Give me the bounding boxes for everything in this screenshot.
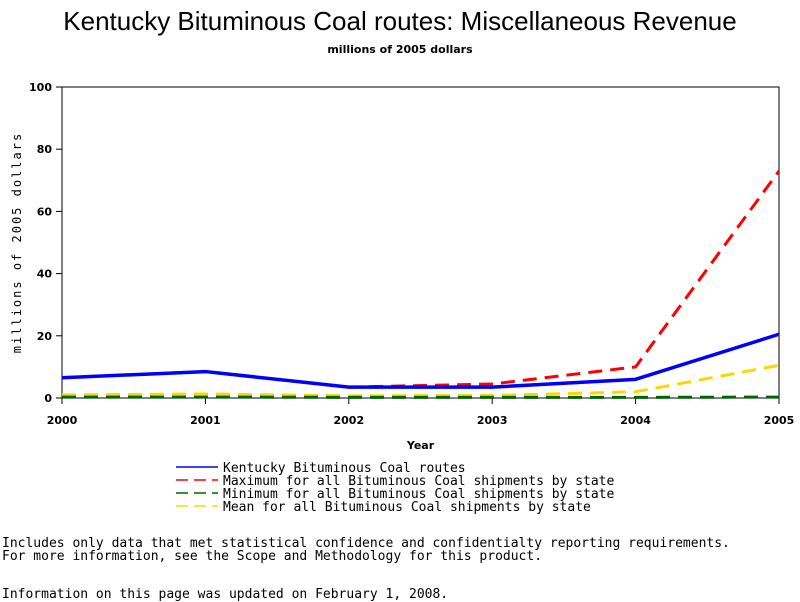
y-tick-label: 0 <box>44 392 52 405</box>
plot-area <box>62 87 779 398</box>
footnote-methodology: For more information, see the Scope and … <box>2 549 542 564</box>
series-line <box>62 365 779 395</box>
x-tick-label: 2001 <box>190 414 221 427</box>
x-tick-label: 2000 <box>47 414 78 427</box>
x-axis: 2000 2001 2002 2003 2004 2005 <box>47 398 795 427</box>
y-tick-label: 60 <box>37 205 53 218</box>
y-tick-label: 80 <box>37 143 53 156</box>
series-layer <box>62 171 779 397</box>
y-tick-label: 40 <box>37 268 53 281</box>
x-tick-label: 2004 <box>620 414 651 427</box>
y-axis-title: millions of 2005 dollars <box>10 132 24 353</box>
y-tick-label: 100 <box>29 81 52 94</box>
x-tick-label: 2003 <box>477 414 508 427</box>
legend-label: Mean for all Bituminous Coal shipments b… <box>223 500 591 515</box>
series-line <box>62 334 779 387</box>
x-tick-label: 2005 <box>764 414 795 427</box>
x-tick-label: 2002 <box>333 414 364 427</box>
y-tick-label: 20 <box>37 330 53 343</box>
series-line <box>62 171 779 387</box>
y-axis: 0 20 40 60 80 100 <box>29 81 62 405</box>
x-axis-title: Year <box>406 439 435 452</box>
